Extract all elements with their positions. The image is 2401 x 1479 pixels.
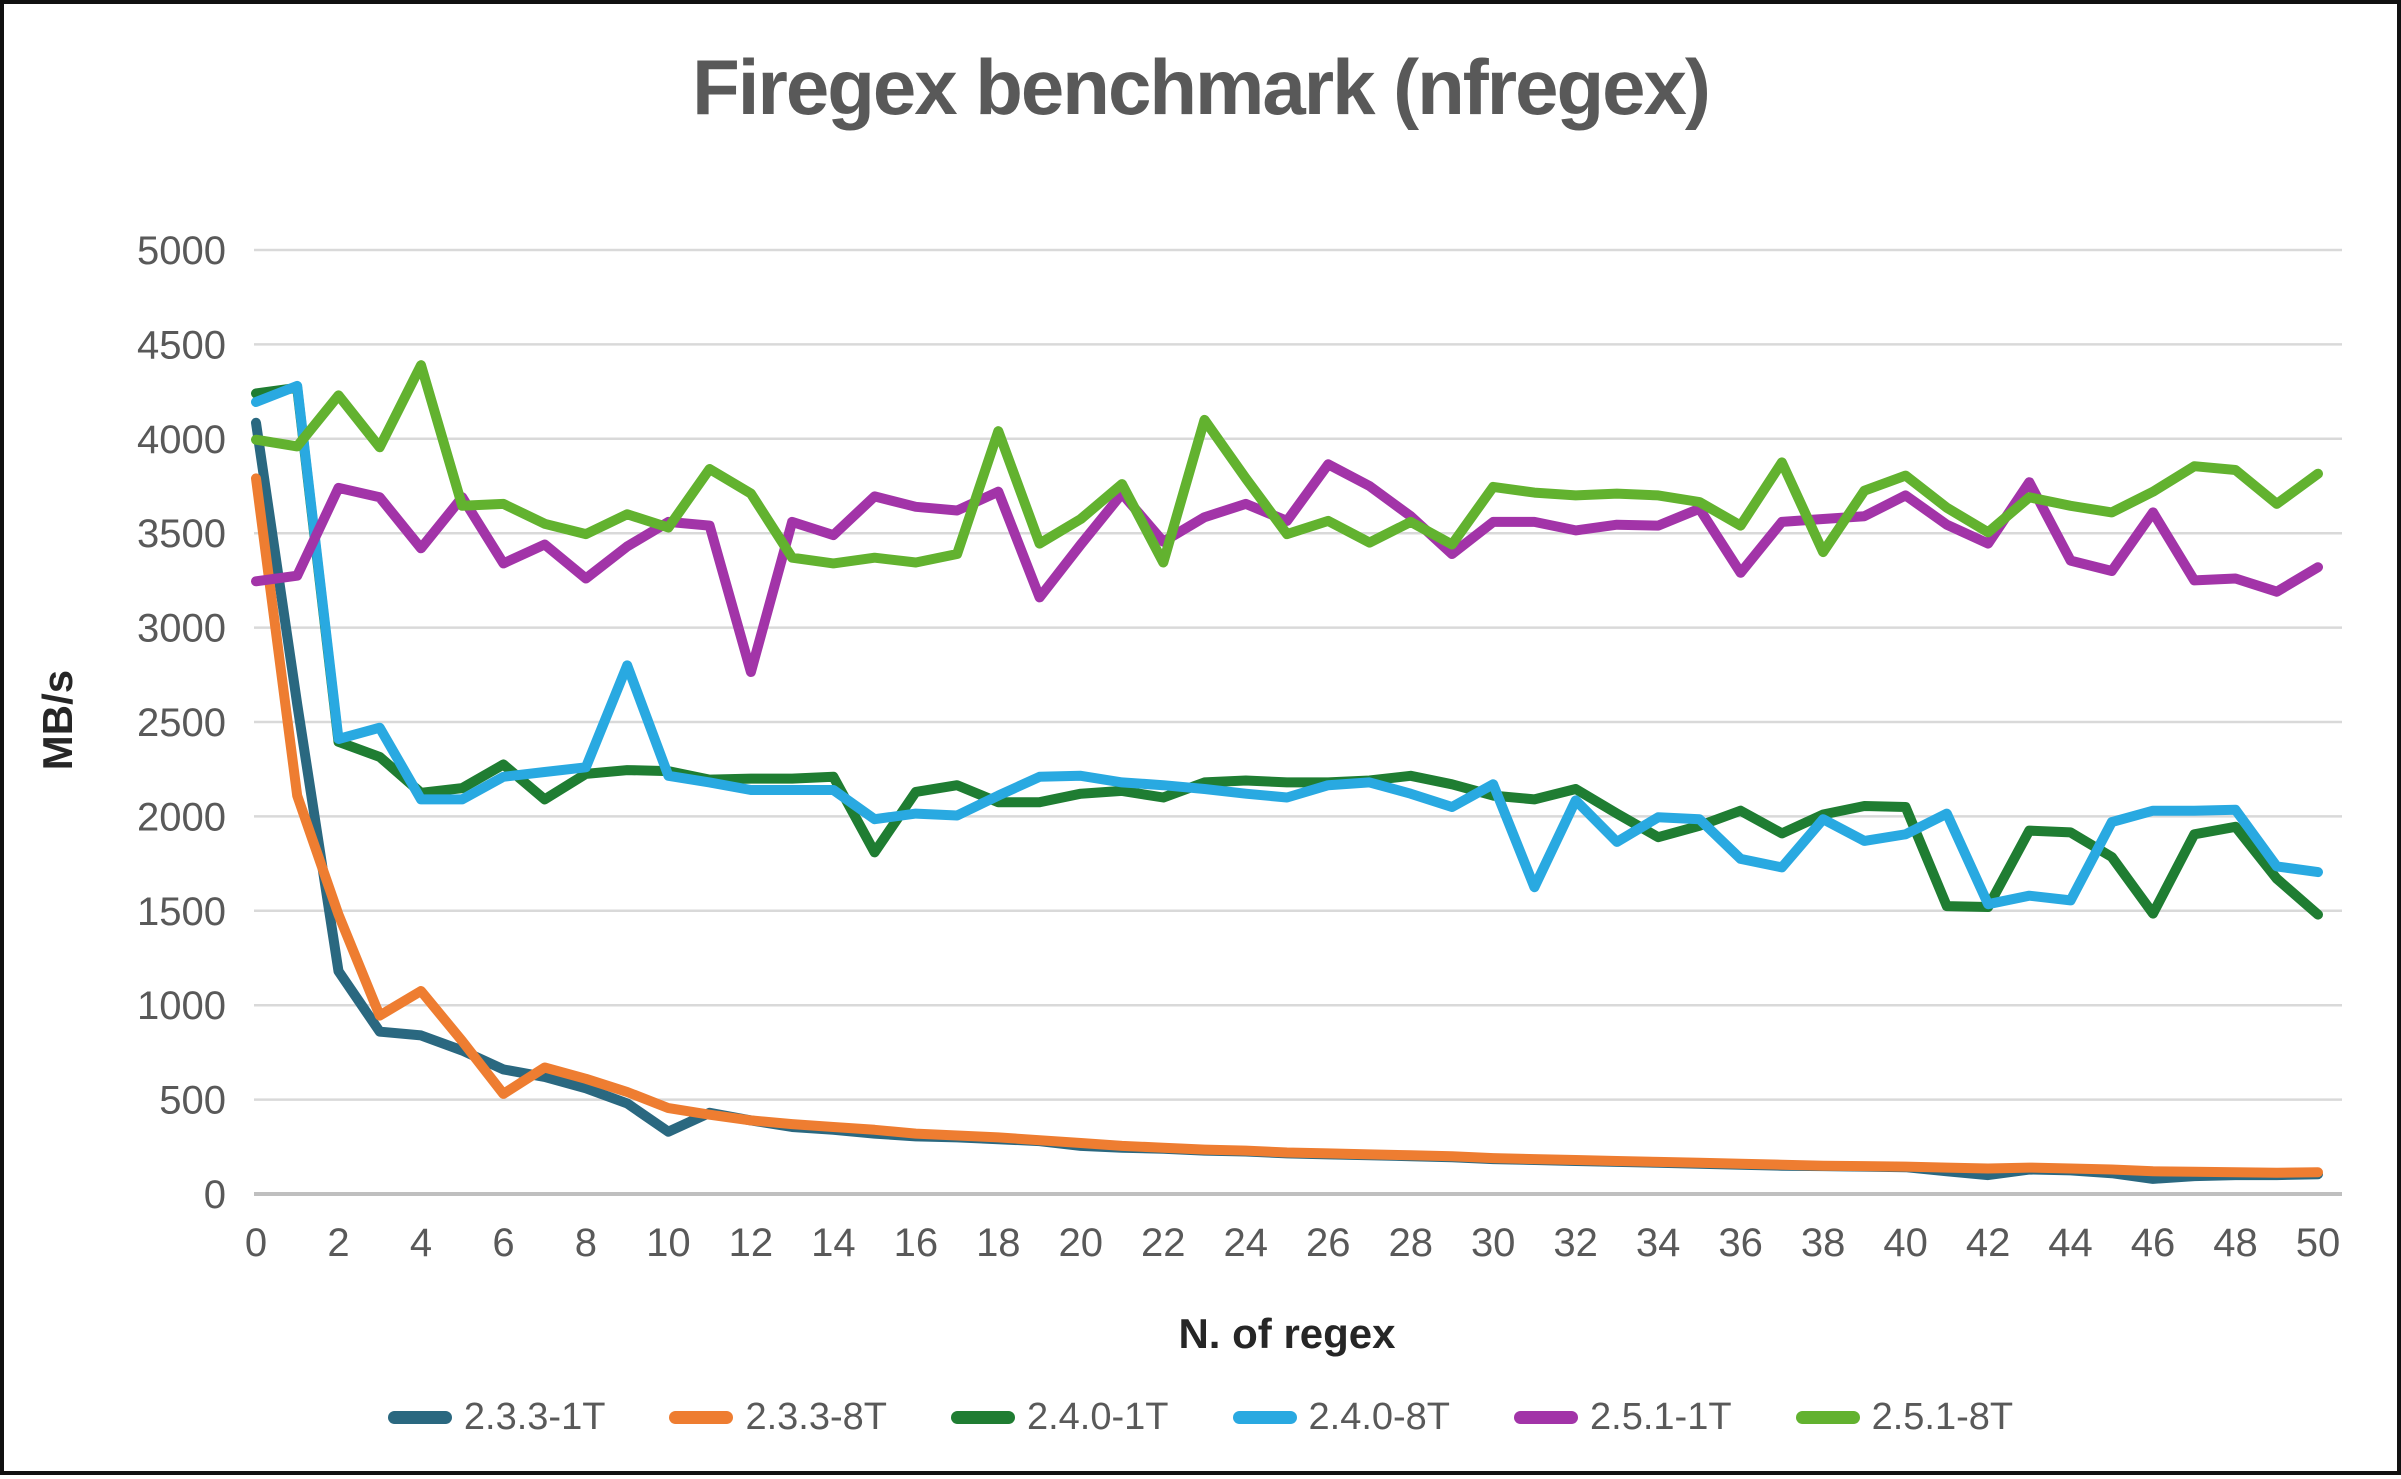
x-tick-label: 44 (2048, 1221, 2093, 1265)
y-tick-label: 3500 (137, 512, 226, 556)
y-tick-label: 5000 (137, 229, 226, 273)
gridlines (254, 248, 2342, 1196)
legend-swatch-2.4.0-1T (950, 1411, 1015, 1424)
x-tick-label: 34 (1636, 1221, 1681, 1265)
x-tick-label: 36 (1718, 1221, 1763, 1265)
x-tick-label: 24 (1224, 1221, 1269, 1265)
legend-swatch-2.5.1-1T (1514, 1411, 1579, 1424)
x-tick-label: 28 (1388, 1221, 1433, 1265)
x-tick-label: 14 (811, 1221, 856, 1265)
chart-title: Firegex benchmark (nfregex) (692, 43, 1711, 131)
legend-item-2.4.0-8T[interactable]: 2.4.0-8T (1232, 1396, 1451, 1439)
y-tick-label: 0 (204, 1173, 226, 1217)
x-tick-label: 42 (1966, 1221, 2011, 1265)
legend-label: 2.4.0-1T (1026, 1396, 1169, 1438)
x-tick-label: 48 (2213, 1221, 2258, 1265)
y-axis-labels: 0 500 1000 1500 2000 2500 3000 3500 4000 4500 5000 (137, 229, 226, 1217)
y-tick-label: 1000 (137, 984, 226, 1028)
legend-swatch-2.5.1-8T (1795, 1411, 1860, 1424)
x-tick-label: 22 (1141, 1221, 1186, 1265)
y-tick-label: 1500 (137, 890, 226, 934)
x-tick-label: 32 (1553, 1221, 1598, 1265)
y-tick-label: 2000 (137, 795, 226, 839)
x-tick-label: 50 (2296, 1221, 2341, 1265)
legend-item-2.3.3-1T[interactable]: 2.3.3-1T (387, 1396, 606, 1439)
x-tick-label: 0 (245, 1221, 267, 1265)
legend-item-2.4.0-1T[interactable]: 2.4.0-1T (950, 1396, 1169, 1439)
x-tick-label: 18 (976, 1221, 1021, 1265)
legend-label: 2.5.1-8T (1871, 1396, 2014, 1438)
series-line-2.4.0-8T (251, 380, 2323, 910)
series-line-2.3.3-8T (251, 473, 2323, 1178)
x-tick-label: 8 (575, 1221, 597, 1265)
legend-item-2.5.1-8T[interactable]: 2.5.1-8T (1795, 1396, 2014, 1439)
legend-item-2.3.3-8T[interactable]: 2.3.3-8T (669, 1396, 887, 1439)
y-tick-label: 4500 (137, 323, 226, 367)
y-tick-label: 500 (159, 1079, 226, 1123)
legend-swatch-2.3.3-1T (387, 1411, 452, 1424)
x-tick-label: 40 (1883, 1221, 1928, 1265)
x-tick-label: 16 (894, 1221, 939, 1265)
x-tick-label: 20 (1059, 1221, 1104, 1265)
x-tick-label: 46 (2131, 1221, 2176, 1265)
legend-label: 2.5.1-1T (1590, 1396, 1732, 1438)
series-line-2.5.1-1T (251, 459, 2323, 677)
y-tick-label: 2500 (137, 701, 226, 745)
x-tick-label: 2 (327, 1221, 349, 1265)
legend-label: 2.4.0-8T (1308, 1396, 1451, 1438)
y-tick-label: 3000 (137, 607, 226, 651)
y-tick-label: 4000 (137, 418, 226, 462)
x-tick-label: 38 (1801, 1221, 1846, 1265)
legend-item-2.5.1-1T[interactable]: 2.5.1-1T (1514, 1396, 1732, 1439)
x-tick-label: 10 (646, 1221, 691, 1265)
x-tick-label: 6 (492, 1221, 514, 1265)
x-tick-label: 26 (1306, 1221, 1351, 1265)
x-tick-label: 12 (729, 1221, 774, 1265)
benchmark-chart: 0500100015002000250030003500400045005000… (137, 229, 2342, 1265)
y-axis-title: MB/s (34, 669, 81, 771)
chart-legend: 2.3.3-1T 2.3.3-8T 2.4.0-1T 2.4.0-8T 2.5.1-1T… (4, 1396, 2397, 1439)
legend-swatch-2.3.3-8T (669, 1411, 734, 1424)
x-axis-title: N. of regex (1178, 1310, 1396, 1357)
legend-swatch-2.4.0-8T (1232, 1411, 1297, 1424)
legend-label: 2.3.3-8T (745, 1396, 887, 1438)
series-line-2.4.0-1T (251, 382, 2323, 920)
series-line-2.5.1-8T (251, 360, 2323, 569)
x-tick-label: 4 (410, 1221, 432, 1265)
x-axis-labels: 0 2 4 6 8 10 12 14 16 18 20 22 24 26 28 30 32 34 36 38 40 42 4… (245, 1221, 2340, 1265)
x-tick-label: 30 (1471, 1221, 1516, 1265)
legend-label: 2.3.3-1T (463, 1396, 606, 1438)
